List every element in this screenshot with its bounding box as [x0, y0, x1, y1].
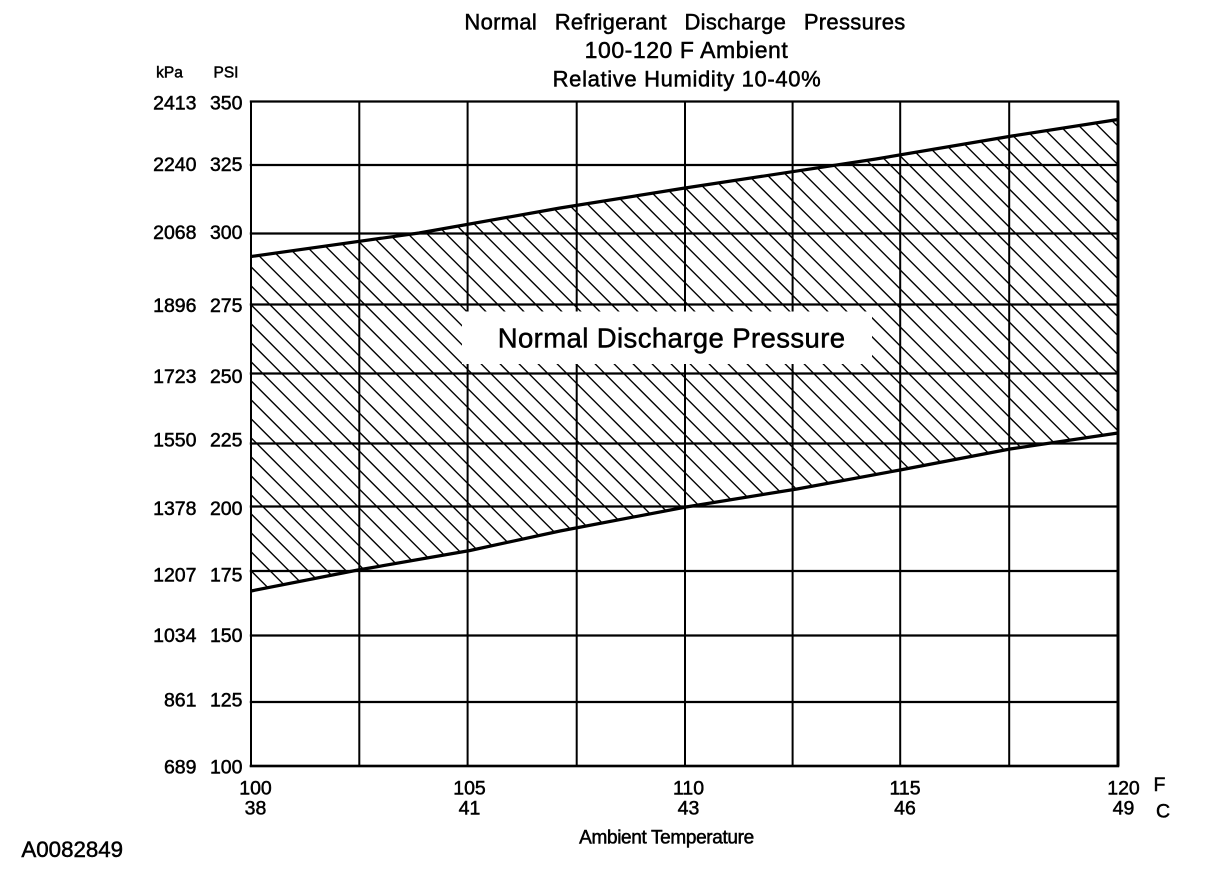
svg-text:250: 250	[210, 366, 243, 388]
svg-text:Normal Discharge Pressure: Normal Discharge Pressure	[498, 322, 846, 353]
svg-text:689: 689	[164, 757, 197, 779]
svg-text:861: 861	[164, 690, 197, 712]
svg-text:Ambient Temperature: Ambient Temperature	[579, 827, 754, 848]
svg-text:100: 100	[239, 778, 272, 800]
svg-text:115: 115	[889, 778, 920, 800]
svg-text:46: 46	[894, 798, 916, 820]
svg-text:110: 110	[673, 778, 704, 800]
svg-text:1723: 1723	[153, 366, 196, 388]
svg-text:350: 350	[210, 93, 243, 115]
svg-text:225: 225	[210, 430, 243, 452]
svg-text:Normal Refrigerant Discharge P: Normal Refrigerant Discharge Pressures	[464, 9, 905, 34]
svg-text:F: F	[1154, 774, 1166, 796]
svg-text:1378: 1378	[153, 498, 196, 520]
svg-text:kPa: kPa	[156, 65, 183, 82]
svg-text:150: 150	[210, 625, 243, 647]
svg-text:38: 38	[245, 798, 267, 820]
svg-text:125: 125	[210, 690, 243, 712]
svg-text:PSI: PSI	[214, 65, 239, 82]
svg-text:2068: 2068	[153, 222, 196, 244]
svg-text:100-120 F Ambient: 100-120 F Ambient	[585, 37, 789, 63]
svg-text:49: 49	[1113, 798, 1135, 820]
svg-text:1207: 1207	[153, 565, 196, 587]
svg-text:A0082849: A0082849	[21, 837, 123, 862]
svg-text:275: 275	[210, 295, 243, 317]
svg-text:100: 100	[210, 757, 243, 779]
svg-text:C: C	[1156, 801, 1170, 823]
svg-text:2240: 2240	[153, 154, 197, 176]
svg-text:2413: 2413	[153, 93, 196, 115]
svg-text:43: 43	[678, 798, 700, 820]
svg-text:1550: 1550	[153, 430, 197, 452]
svg-text:41: 41	[459, 798, 481, 820]
svg-text:1034: 1034	[153, 625, 197, 647]
svg-text:325: 325	[210, 154, 243, 176]
svg-text:120: 120	[1107, 778, 1140, 800]
svg-text:105: 105	[453, 778, 486, 800]
svg-text:300: 300	[210, 222, 243, 244]
svg-text:1896: 1896	[153, 295, 196, 317]
svg-text:175: 175	[210, 565, 243, 587]
svg-text:200: 200	[210, 498, 243, 520]
svg-text:Relative Humidity 10-40%: Relative Humidity 10-40%	[553, 67, 822, 92]
